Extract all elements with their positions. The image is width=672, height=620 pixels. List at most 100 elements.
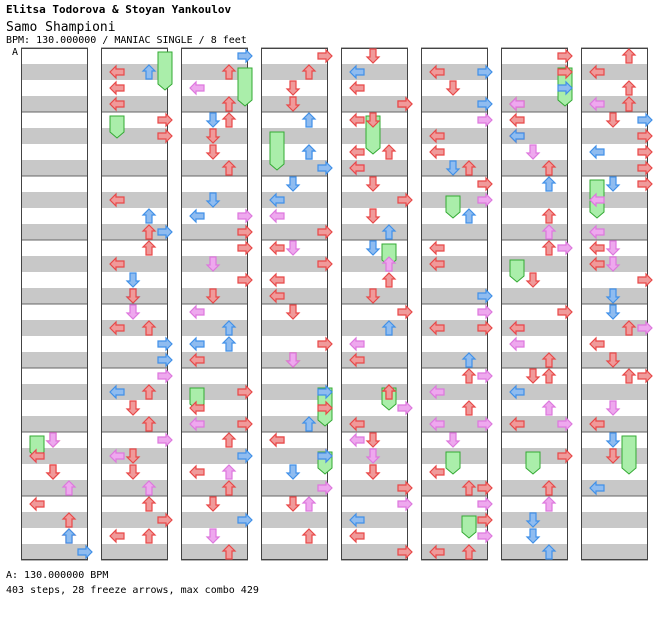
step-arrow bbox=[237, 448, 253, 464]
step-arrow bbox=[141, 416, 157, 432]
step-arrow bbox=[221, 160, 237, 176]
beat-stripe bbox=[501, 160, 568, 176]
step-arrow bbox=[477, 512, 493, 528]
beat-stripe bbox=[421, 96, 488, 112]
beat-stripe bbox=[501, 544, 568, 560]
step-arrow bbox=[429, 256, 445, 272]
step-arrow bbox=[541, 368, 557, 384]
step-arrow bbox=[509, 336, 525, 352]
step-arrow bbox=[301, 528, 317, 544]
step-arrow bbox=[541, 496, 557, 512]
step-arrow bbox=[29, 496, 45, 512]
beat-stripe bbox=[341, 64, 408, 80]
step-arrow bbox=[637, 320, 653, 336]
step-arrow bbox=[445, 432, 461, 448]
step-arrow bbox=[285, 176, 301, 192]
beat-stripe bbox=[261, 192, 328, 208]
step-chart bbox=[21, 47, 653, 561]
step-arrow bbox=[621, 48, 637, 64]
step-arrow bbox=[605, 400, 621, 416]
step-arrow bbox=[637, 176, 653, 192]
beat-stripe bbox=[101, 544, 168, 560]
beat-stripe bbox=[421, 416, 488, 432]
step-arrow bbox=[541, 544, 557, 560]
step-arrow bbox=[541, 240, 557, 256]
step-arrow bbox=[109, 192, 125, 208]
step-arrow bbox=[349, 416, 365, 432]
beat-stripe bbox=[261, 448, 328, 464]
step-arrow bbox=[397, 496, 413, 512]
beat-stripe bbox=[341, 352, 408, 368]
chart-column bbox=[421, 47, 488, 561]
freeze-arrows bbox=[29, 51, 637, 539]
beat-stripe bbox=[581, 64, 648, 80]
step-arrow bbox=[621, 96, 637, 112]
column-border bbox=[181, 48, 248, 560]
step-arrow bbox=[205, 528, 221, 544]
step-arrow bbox=[205, 112, 221, 128]
step-arrow bbox=[109, 384, 125, 400]
beat-stripe bbox=[261, 384, 328, 400]
step-arrow bbox=[285, 304, 301, 320]
step-arrow bbox=[509, 384, 525, 400]
beat-stripe bbox=[261, 224, 328, 240]
step-arrow bbox=[317, 256, 333, 272]
step-arrow bbox=[589, 256, 605, 272]
step-arrow bbox=[285, 96, 301, 112]
step-arrow bbox=[429, 464, 445, 480]
step-arrow bbox=[285, 496, 301, 512]
step-arrow bbox=[445, 80, 461, 96]
step-arrow bbox=[349, 432, 365, 448]
step-arrow bbox=[477, 288, 493, 304]
step-arrow bbox=[509, 112, 525, 128]
step-arrow bbox=[397, 96, 413, 112]
beat-stripe bbox=[501, 480, 568, 496]
column-border bbox=[261, 48, 328, 560]
step-arrow bbox=[141, 480, 157, 496]
beat-stripe bbox=[181, 352, 248, 368]
step-arrow bbox=[509, 320, 525, 336]
step-arrow bbox=[237, 208, 253, 224]
step-arrow bbox=[429, 144, 445, 160]
step-arrow bbox=[509, 128, 525, 144]
step-arrow bbox=[477, 176, 493, 192]
step-arrow bbox=[637, 128, 653, 144]
beat-stripe bbox=[101, 352, 168, 368]
song-title: Samo Shampioni bbox=[6, 20, 116, 35]
freeze-arrow bbox=[269, 131, 285, 171]
step-arrow bbox=[429, 416, 445, 432]
step-arrow bbox=[381, 144, 397, 160]
step-arrow bbox=[109, 528, 125, 544]
step-arrow bbox=[349, 512, 365, 528]
beat-stripe bbox=[501, 224, 568, 240]
step-arrow bbox=[157, 224, 173, 240]
step-arrow bbox=[301, 416, 317, 432]
beat-stripe bbox=[341, 96, 408, 112]
step-arrow bbox=[157, 512, 173, 528]
step-arrow bbox=[445, 160, 461, 176]
column-border bbox=[581, 48, 648, 560]
step-arrow bbox=[381, 272, 397, 288]
step-arrow bbox=[317, 448, 333, 464]
step-arrow bbox=[365, 448, 381, 464]
step-arrow bbox=[141, 64, 157, 80]
step-arrow bbox=[429, 544, 445, 560]
step-arrow bbox=[141, 384, 157, 400]
beat-stripe bbox=[21, 512, 88, 528]
step-arrow bbox=[301, 496, 317, 512]
step-arrow bbox=[541, 176, 557, 192]
beat-stripe bbox=[21, 256, 88, 272]
step-arrow bbox=[557, 64, 573, 80]
step-arrow bbox=[381, 384, 397, 400]
step-arrow bbox=[557, 304, 573, 320]
step-arrow bbox=[365, 48, 381, 64]
freeze-arrow bbox=[509, 259, 525, 283]
step-arrow bbox=[237, 384, 253, 400]
step-arrow bbox=[525, 272, 541, 288]
beat-stripe bbox=[261, 320, 328, 336]
step-arrow bbox=[541, 160, 557, 176]
beat-stripe bbox=[421, 128, 488, 144]
step-arrow bbox=[109, 256, 125, 272]
step-arrow bbox=[269, 240, 285, 256]
beat-stripe bbox=[581, 480, 648, 496]
